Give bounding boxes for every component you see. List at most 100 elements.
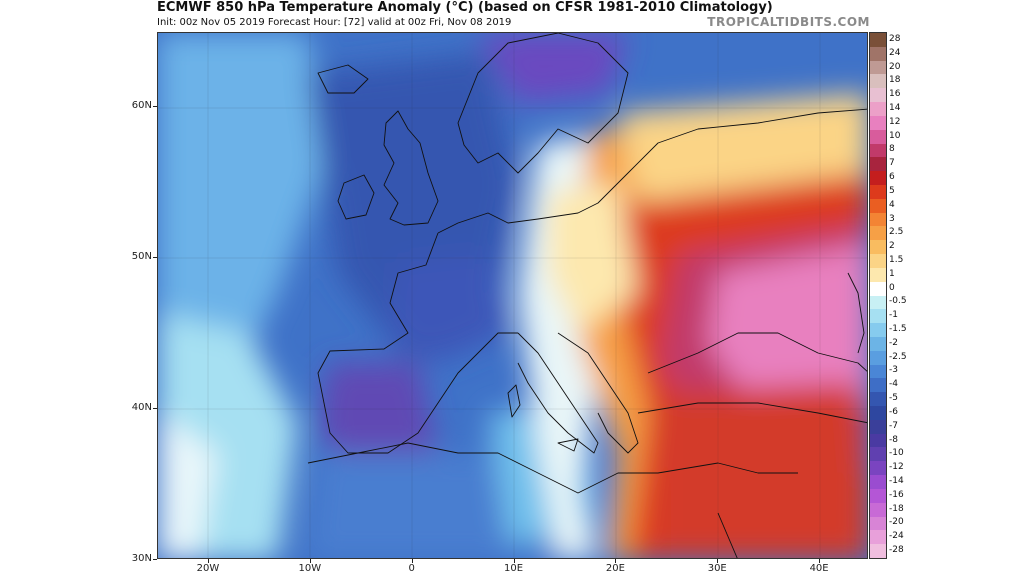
- colorbar-swatch: [870, 254, 886, 269]
- anomaly-field: [158, 33, 867, 558]
- colorbar-swatch: [870, 364, 886, 379]
- latitude-label: 60N: [131, 99, 152, 111]
- colorbar-label: 7: [889, 158, 895, 169]
- colorbar-swatch: [870, 406, 886, 421]
- longitude-tick: [513, 559, 515, 563]
- coastlines: [307, 33, 867, 558]
- colorbar-swatch: [870, 544, 886, 559]
- colorbar-swatch: [870, 267, 886, 283]
- colorbar-label: -5: [889, 393, 898, 404]
- longitude-label: 10W: [298, 563, 322, 574]
- colorbar-swatch: [870, 171, 886, 186]
- longitude-label: 10E: [503, 563, 524, 574]
- source-credit: TROPICALTIDBITS.COM: [707, 15, 870, 29]
- colorbar-label: -7: [889, 420, 898, 431]
- colorbar-swatch: [870, 419, 886, 435]
- colorbar-label: 8: [889, 144, 895, 155]
- colorbar-swatch: [870, 143, 886, 158]
- colorbar-label: 10: [889, 130, 901, 141]
- colorbar-swatch: [870, 392, 886, 407]
- colorbar-label: 2.5: [889, 227, 904, 238]
- colorbar-swatch: [870, 530, 886, 545]
- colorbar-swatch: [870, 323, 886, 338]
- forecast-info: Init: 00z Nov 05 2019 Forecast Hour: [72…: [157, 17, 512, 28]
- colorbar-swatch: [870, 240, 886, 255]
- colorbar-label: -1: [889, 310, 898, 321]
- colorbar-label: -10: [889, 448, 904, 459]
- latitude-label: 30N: [131, 553, 152, 564]
- colorbar-label: 14: [889, 102, 901, 113]
- longitude-tick: [207, 559, 209, 563]
- colorbar-label: -1.5: [889, 324, 907, 335]
- colorbar-label: -2.5: [889, 351, 907, 362]
- colorbar-label: -3: [889, 365, 898, 376]
- colorbar-label: -6: [889, 406, 898, 417]
- colorbar-label: 2: [889, 241, 895, 252]
- colorbar-swatch: [870, 33, 886, 48]
- latitude-tick: [153, 407, 157, 409]
- longitude-tick: [615, 559, 617, 563]
- latitude-tick: [153, 105, 157, 107]
- colorbar-label: -0.5: [889, 296, 907, 307]
- colorbar-label: -18: [889, 503, 904, 514]
- longitude-tick: [309, 559, 311, 563]
- colorbar-label: -12: [889, 462, 904, 473]
- colorbar-label: -20: [889, 517, 904, 528]
- longitude-tick: [411, 559, 413, 563]
- colorbar-swatch: [870, 157, 886, 172]
- colorbar-swatch: [870, 281, 886, 296]
- latitude-label: 50N: [131, 250, 152, 262]
- colorbar-swatch: [870, 88, 886, 103]
- colorbar-swatch: [870, 502, 886, 518]
- graticule: [158, 33, 867, 558]
- longitude-label: 0: [408, 563, 415, 574]
- colorbar-swatch: [870, 378, 886, 393]
- colorbar-swatch: [870, 461, 886, 476]
- colorbar-swatch: [870, 295, 886, 310]
- colorbar-swatch: [870, 488, 886, 504]
- longitude-label: 30E: [707, 563, 727, 574]
- colorbar-label: -28: [889, 545, 904, 556]
- colorbar-swatch: [870, 60, 886, 75]
- colorbar-swatch: [870, 433, 886, 448]
- colorbar-swatch: [870, 447, 886, 462]
- colorbar-label: 1.5: [889, 254, 904, 265]
- colorbar-label: 12: [889, 116, 901, 127]
- colorbar-label: 4: [889, 199, 895, 210]
- latitude-tick: [153, 559, 157, 560]
- colorbar-label: 3: [889, 213, 895, 224]
- longitude-tick: [717, 559, 719, 563]
- colorbar-swatch: [870, 184, 886, 200]
- colorbar-swatch: [870, 46, 886, 62]
- colorbar: [869, 32, 887, 559]
- colorbar-swatch: [870, 115, 886, 131]
- colorbar-label: 5: [889, 185, 895, 196]
- colorbar-label: 1: [889, 268, 895, 279]
- colorbar-swatch: [870, 226, 886, 241]
- colorbar-label: 18: [889, 75, 901, 86]
- latitude-label: 40N: [131, 401, 152, 413]
- colorbar-label: -14: [889, 476, 904, 486]
- colorbar-swatch: [870, 475, 886, 490]
- colorbar-label: -24: [889, 531, 904, 542]
- colorbar-label: 6: [889, 172, 895, 183]
- anomaly-map[interactable]: [157, 32, 868, 559]
- longitude-label: 40E: [809, 563, 829, 574]
- longitude-tick: [819, 559, 821, 563]
- colorbar-label: -2: [889, 337, 898, 348]
- map-title: ECMWF 850 hPa Temperature Anomaly (°C) (…: [157, 0, 773, 15]
- colorbar-label: -16: [889, 489, 904, 500]
- longitude-label: 20E: [605, 563, 625, 574]
- colorbar-swatch: [870, 102, 886, 117]
- colorbar-swatch: [870, 129, 886, 145]
- colorbar-label: -4: [889, 379, 898, 390]
- colorbar-swatch: [870, 309, 886, 324]
- colorbar-label: 24: [889, 47, 901, 58]
- colorbar-label: -8: [889, 434, 898, 445]
- colorbar-label: 28: [889, 33, 901, 44]
- colorbar-swatch: [870, 350, 886, 366]
- colorbar-label: 16: [889, 89, 901, 100]
- colorbar-swatch: [870, 198, 886, 214]
- colorbar-swatch: [870, 212, 886, 227]
- anomaly-map-canvas: [158, 33, 867, 558]
